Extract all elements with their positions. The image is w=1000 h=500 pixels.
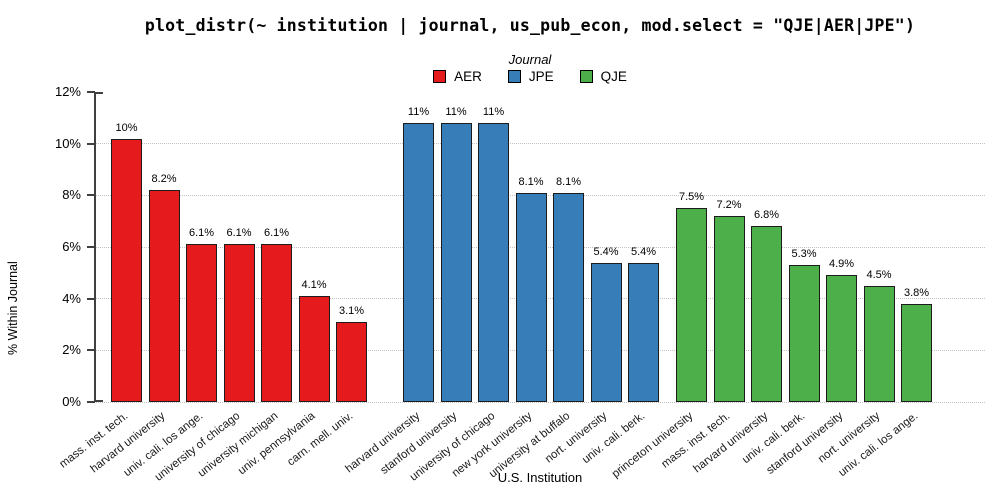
y-axis-tick: [87, 142, 95, 145]
y-axis-tick: [87, 91, 95, 93]
y-axis-tick: [87, 297, 95, 300]
bar-value-label: 4.5%: [866, 268, 892, 281]
bar-value-label: 5.4%: [593, 245, 619, 258]
x-tick-label: univ. cali. los ange.: [836, 410, 920, 480]
y-axis-title: % Within Journal: [6, 261, 20, 355]
legend-item-aer: AER: [433, 69, 482, 84]
bar-value-label: 8.1%: [555, 175, 582, 188]
bar-value-label: 11%: [482, 106, 505, 118]
bar-value-label: 6.1%: [188, 227, 215, 240]
y-axis-bottom-stub: [94, 400, 103, 402]
y-tick-label: 10%: [54, 135, 81, 151]
bar-qje-6: [901, 303, 932, 402]
bar-aer-3: [223, 244, 255, 402]
bar-aer-4: [261, 244, 292, 402]
y-axis-top-stub: [94, 92, 103, 94]
bar-jpe-5: [590, 262, 622, 402]
bar-value-label: 6.1%: [226, 227, 252, 240]
bar-jpe-4: [553, 192, 584, 402]
qje-color-swatch: [579, 70, 593, 83]
bar-value-label: 7.5%: [678, 191, 705, 204]
bar-jpe-3: [515, 192, 547, 402]
y-axis-tick: [87, 349, 95, 352]
bar-qje-1: [713, 216, 745, 402]
plot-area: 0% 2% 4% 6% 8% 10% 12% 10% mass. inst. tech. 8.2%…: [55, 84, 985, 484]
legend-title: Journal: [508, 52, 552, 67]
y-axis-line: [94, 92, 96, 402]
bar-value-label: 6.1%: [263, 227, 290, 240]
bar-value-label: 11%: [445, 106, 467, 118]
gridline: [96, 143, 985, 145]
bar-qje-0: [676, 208, 707, 402]
bar-aer-2: [186, 244, 217, 402]
legend-item-qje: QJE: [579, 69, 627, 84]
bar-jpe-0: [403, 123, 434, 402]
legend: Journal AER JPE QJE: [60, 52, 1000, 84]
legend-item-label: AER: [454, 69, 482, 84]
bar-jpe-1: [440, 123, 472, 402]
y-tick-label: 6%: [62, 239, 81, 254]
bar-value-label: 8.2%: [151, 173, 177, 186]
bar-value-label: 8.1%: [518, 175, 544, 188]
bar-aer-0: [111, 138, 142, 402]
jpe-color-swatch: [507, 70, 521, 83]
bar-value-label: 11%: [407, 106, 430, 118]
y-tick-label: 12%: [54, 84, 81, 99]
bar-qje-5: [863, 285, 895, 402]
bar-value-label: 5.4%: [630, 245, 657, 258]
bar-value-label: 3.1%: [338, 304, 365, 317]
bar-jpe-2: [478, 123, 509, 402]
y-axis-tick: [87, 401, 95, 403]
bar-aer-5: [298, 296, 330, 402]
y-tick-label: 4%: [62, 290, 81, 306]
chart-title: plot_distr(~ institution | journal, us_p…: [144, 16, 916, 35]
y-axis-tick: [87, 246, 95, 248]
bar-value-label: 3.8%: [903, 286, 930, 299]
bar-qje-4: [826, 275, 857, 402]
legend-item-label: QJE: [600, 69, 627, 84]
gridline: [96, 401, 985, 403]
legend-items: AER JPE QJE: [60, 69, 1000, 84]
x-axis-title: U.S. Institution: [497, 470, 583, 485]
y-tick-label: 8%: [62, 187, 81, 203]
bar-value-label: 7.2%: [716, 199, 742, 211]
y-tick-label: 0%: [62, 394, 81, 409]
bar-value-label: 10%: [115, 121, 138, 134]
bar-value-label: 4.9%: [828, 258, 855, 271]
bar-value-label: 6.8%: [753, 209, 780, 222]
bar-qje-2: [751, 226, 782, 402]
bar-aer-1: [148, 190, 180, 402]
y-axis-tick: [87, 194, 95, 197]
bar-jpe-6: [628, 262, 659, 402]
y-tick-label: 2%: [62, 342, 81, 358]
bar-value-label: 5.3%: [791, 248, 817, 261]
aer-color-swatch: [433, 70, 447, 83]
bar-value-label: 4.1%: [301, 279, 327, 292]
legend-item-label: JPE: [528, 69, 554, 84]
bar-qje-3: [788, 265, 820, 402]
legend-item-jpe: JPE: [507, 69, 554, 84]
bar-aer-6: [336, 321, 367, 402]
